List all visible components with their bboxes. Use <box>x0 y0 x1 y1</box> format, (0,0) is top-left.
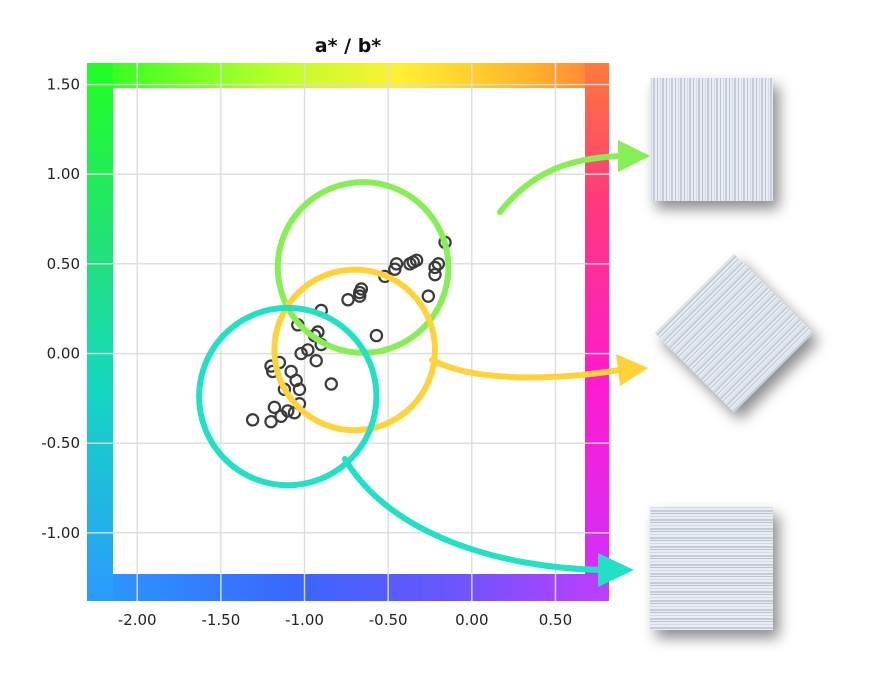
chart-title: a* / b* <box>315 35 382 57</box>
scatter-point <box>428 260 442 275</box>
scatter-point <box>267 400 282 415</box>
y-tick-label: 1.50 <box>47 76 80 94</box>
scatter-point <box>354 282 369 296</box>
highlight-circle-texture-middle <box>271 266 439 434</box>
y-tick-label: -1.00 <box>41 524 80 542</box>
texture-bottom <box>650 507 773 630</box>
x-tick-label: -1.50 <box>201 611 240 629</box>
y-tick-labels: 1.50 1.00 0.50 0.00 -0.50 -1.00 <box>41 76 80 542</box>
scatter-point <box>353 289 367 303</box>
arrow-bottom-shaft <box>342 456 605 573</box>
x-tick-label: 0.00 <box>455 611 488 629</box>
texture-middle-image <box>654 253 814 413</box>
x-tick-label: -1.00 <box>285 611 324 629</box>
arrow-top-shaft <box>497 153 623 215</box>
y-tick-label: -0.50 <box>41 434 80 452</box>
scatter-point <box>324 377 338 391</box>
scatter-point <box>294 346 308 361</box>
scatter-point <box>301 343 315 357</box>
x-tick-labels: -2.00 -1.50 -1.00 -0.50 0.00 0.50 <box>118 611 572 629</box>
y-tick-label: 0.00 <box>47 345 80 363</box>
scatter-point <box>421 289 436 303</box>
scatter-point <box>369 328 384 343</box>
highlight-circles <box>196 179 452 489</box>
scatter-point <box>409 253 424 267</box>
scatter-point <box>245 413 260 427</box>
scatter-point <box>431 257 446 271</box>
texture-bottom-image <box>650 507 773 630</box>
arrow-middle-head <box>616 354 648 386</box>
arrow-middle <box>429 354 648 386</box>
hue-frame-left <box>87 63 113 601</box>
scatter-point <box>264 414 278 429</box>
scatter-point <box>281 404 295 418</box>
scatter-points <box>245 235 452 429</box>
hue-frame-bottom <box>87 574 609 601</box>
scatter-point <box>309 353 323 368</box>
scatter-point <box>292 382 307 397</box>
x-tick-label: -2.00 <box>118 611 157 629</box>
arrow-top <box>497 140 650 215</box>
texture-top <box>650 78 773 201</box>
arrow-middle-shaft <box>429 357 623 381</box>
scatter-point <box>389 257 404 271</box>
x-tick-label: -0.50 <box>369 611 408 629</box>
texture-middle <box>654 253 814 413</box>
arrow-top-head <box>618 140 650 172</box>
highlight-circle-texture-bottom <box>196 304 380 489</box>
arrow-bottom-head <box>598 553 634 587</box>
y-tick-label: 0.50 <box>47 255 80 273</box>
hue-frame-right <box>585 63 609 601</box>
scatter-point <box>341 293 355 307</box>
y-tick-label: 1.00 <box>47 165 80 183</box>
x-tick-label: 0.50 <box>539 611 572 629</box>
arrow-bottom <box>342 456 634 587</box>
texture-top-image <box>650 78 773 201</box>
